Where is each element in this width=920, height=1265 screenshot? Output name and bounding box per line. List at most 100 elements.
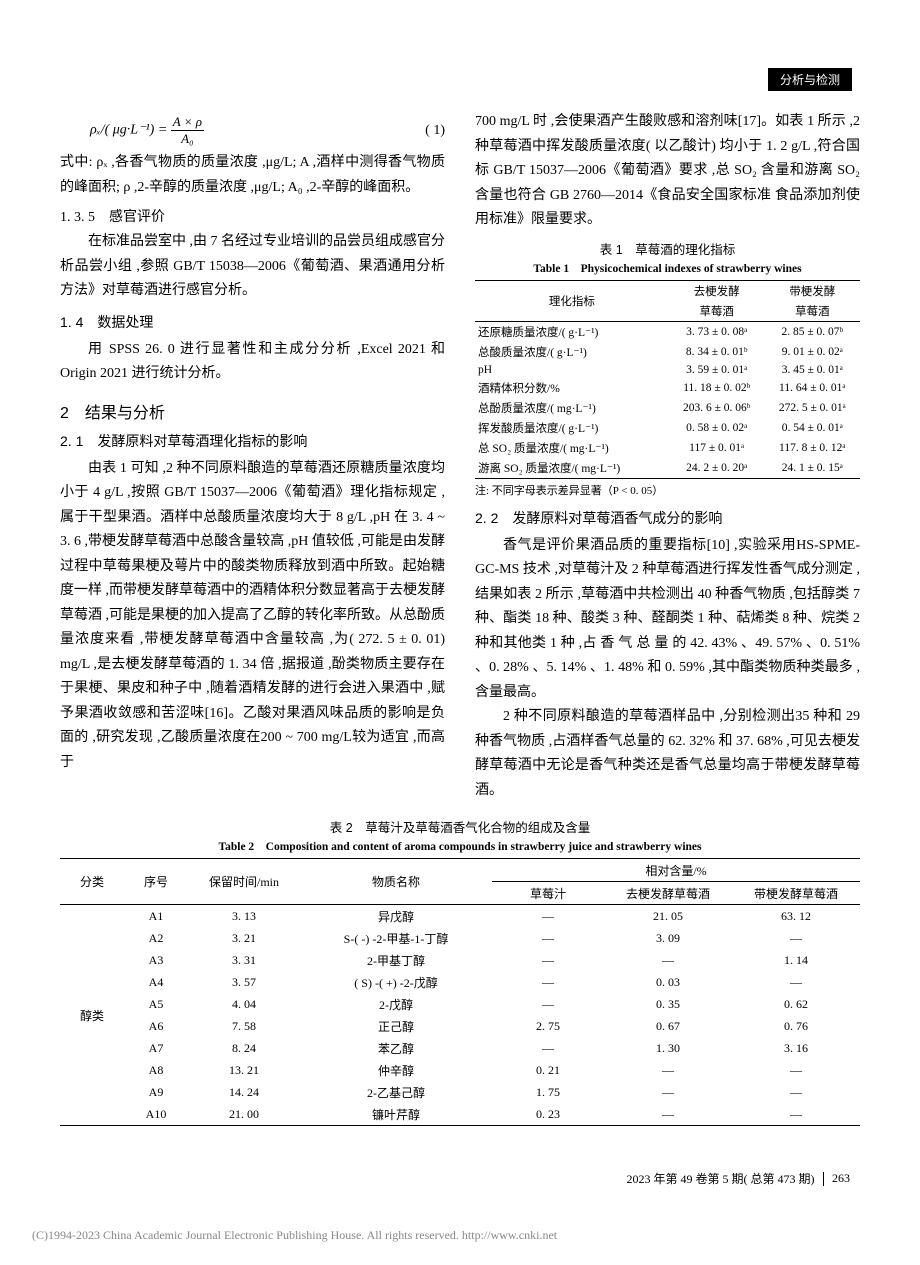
body-1-4: 用 SPSS 26. 0 进行显著性和主成分分析 ,Excel 2021 和 O… bbox=[60, 338, 445, 387]
table-row: 总酸质量浓度/( g·L⁻¹)8. 34 ± 0. 01ᵇ9. 01 ± 0. … bbox=[475, 342, 860, 362]
t2-rt: 13. 21 bbox=[188, 1059, 300, 1081]
table-row: A33. 312-甲基丁醇——1. 14 bbox=[60, 949, 860, 971]
t2-idx: A10 bbox=[124, 1103, 188, 1126]
t1-val-a: 8. 34 ± 0. 01ᵇ bbox=[669, 342, 765, 362]
heading-2: 2 结果与分析 bbox=[60, 399, 445, 423]
table-row: 游离 SO₂ 质量浓度/( mg·L⁻¹)24. 2 ± 0. 20ᵃ24. 1… bbox=[475, 458, 860, 479]
t2-v1: — bbox=[492, 971, 604, 993]
right-column: 700 mg/L 时 ,会使果酒产生酸败感和溶剂味[17]。如表 1 所示 ,2… bbox=[475, 55, 860, 803]
t2-rt: 7. 58 bbox=[188, 1015, 300, 1037]
body-right-top: 700 mg/L 时 ,会使果酒产生酸败感和溶剂味[17]。如表 1 所示 ,2… bbox=[475, 110, 860, 233]
t2-v2: — bbox=[604, 1103, 732, 1126]
body-2-1: 由表 1 可知 ,2 种不同原料酿造的草莓酒还原糖质量浓度均小于 4 g/L ,… bbox=[60, 457, 445, 776]
t1-h1: 理化指标 bbox=[475, 280, 669, 321]
t2-idx: A9 bbox=[124, 1081, 188, 1103]
t2-v1: 1. 75 bbox=[492, 1081, 604, 1103]
t2-rt: 21. 00 bbox=[188, 1103, 300, 1126]
t2-idx: A6 bbox=[124, 1015, 188, 1037]
heading-1-4: 1. 4 数据处理 bbox=[60, 312, 445, 332]
t1-label: 酒精体积分数/% bbox=[475, 378, 669, 398]
t2-v1: — bbox=[492, 949, 604, 971]
t2-rt: 14. 24 bbox=[188, 1081, 300, 1103]
equation-1: ρₓ/( μg·L⁻¹) = A × ρ A₀ ( 1) bbox=[90, 114, 445, 147]
t1-label: 总酸质量浓度/( g·L⁻¹) bbox=[475, 342, 669, 362]
t2-v1: — bbox=[492, 905, 604, 928]
t1-h2b: 草莓酒 bbox=[669, 301, 765, 322]
t2-v3: 0. 62 bbox=[732, 993, 860, 1015]
t1-label: 总酚质量浓度/( mg·L⁻¹) bbox=[475, 398, 669, 418]
table-row: 挥发酸质量浓度/( g·L⁻¹)0. 58 ± 0. 02ᵃ0. 54 ± 0.… bbox=[475, 418, 860, 438]
t2-name: 2-甲基丁醇 bbox=[300, 949, 492, 971]
table1-title-en: Table 1 Physicochemical indexes of straw… bbox=[475, 260, 860, 276]
table-row: 酒精体积分数/%11. 18 ± 0. 02ᵇ11. 64 ± 0. 01ᵃ bbox=[475, 378, 860, 398]
t2-v3: 63. 12 bbox=[732, 905, 860, 928]
table-row: A23. 21S-( -) -2-甲基-1-丁醇—3. 09— bbox=[60, 927, 860, 949]
formula-denominator: A₀ bbox=[179, 131, 195, 147]
heading-1-3-5: 1. 3. 5 感官评价 bbox=[60, 206, 445, 226]
t2-idx: A2 bbox=[124, 927, 188, 949]
footer-page-num: 263 bbox=[832, 1171, 850, 1186]
t2-v3: — bbox=[732, 1059, 860, 1081]
category-badge: 分析与检测 bbox=[768, 68, 852, 91]
t2-category: 醇类 bbox=[60, 905, 124, 1126]
t1-val-b: 3. 45 ± 0. 01ᵃ bbox=[765, 362, 860, 378]
table2-title-en: Table 2 Composition and content of aroma… bbox=[60, 838, 860, 854]
t2-idx: A8 bbox=[124, 1059, 188, 1081]
t2-name: 仲辛醇 bbox=[300, 1059, 492, 1081]
t2-idx: A5 bbox=[124, 993, 188, 1015]
t2-name: ( S) -( +) -2-戊醇 bbox=[300, 971, 492, 993]
table-row: A1021. 00镰叶芹醇0. 23—— bbox=[60, 1103, 860, 1126]
formula-numerator: A × ρ bbox=[171, 114, 204, 131]
t2-v2: 0. 03 bbox=[604, 971, 732, 993]
t2-rt: 8. 24 bbox=[188, 1037, 300, 1059]
t2-v2: 0. 35 bbox=[604, 993, 732, 1015]
t2-h-idx: 序号 bbox=[124, 859, 188, 905]
t2-idx: A3 bbox=[124, 949, 188, 971]
t2-v3: 3. 16 bbox=[732, 1037, 860, 1059]
t1-val-a: 117 ± 0. 01ᵃ bbox=[669, 438, 765, 458]
t2-rt: 3. 57 bbox=[188, 971, 300, 993]
formula-lhs: ρₓ/( μg·L⁻¹) bbox=[90, 123, 154, 138]
t1-h3a: 带梗发酵 bbox=[765, 280, 860, 301]
t2-v2: 3. 09 bbox=[604, 927, 732, 949]
t1-val-b: 117. 8 ± 0. 12ᵃ bbox=[765, 438, 860, 458]
copyright-notice: (C)1994-2023 China Academic Journal Elec… bbox=[32, 1228, 557, 1243]
table-row: 总 SO₂ 质量浓度/( mg·L⁻¹)117 ± 0. 01ᵃ117. 8 ±… bbox=[475, 438, 860, 458]
footer-divider bbox=[823, 1172, 825, 1186]
body-2-2-p2: 2 种不同原料酿造的草莓酒样品中 ,分别检测出35 种和 29 种香气物质 ,占… bbox=[475, 705, 860, 803]
t2-v1: — bbox=[492, 927, 604, 949]
table2-title-cn: 表 2 草莓汁及草莓酒香气化合物的组成及含量 bbox=[60, 817, 860, 836]
t1-val-a: 24. 2 ± 0. 20ᵃ bbox=[669, 458, 765, 479]
t1-val-b: 9. 01 ± 0. 02ᵃ bbox=[765, 342, 860, 362]
t2-name: 异戊醇 bbox=[300, 905, 492, 928]
t1-val-b: 272. 5 ± 0. 01ᵃ bbox=[765, 398, 860, 418]
table-1: 理化指标 去梗发酵 带梗发酵 草莓酒 草莓酒 还原糖质量浓度/( g·L⁻¹)3… bbox=[475, 280, 860, 479]
table-row: 还原糖质量浓度/( g·L⁻¹)3. 73 ± 0. 08ᵃ2. 85 ± 0.… bbox=[475, 321, 860, 342]
t1-val-b: 0. 54 ± 0. 01ᵃ bbox=[765, 418, 860, 438]
t1-val-a: 3. 59 ± 0. 01ᵃ bbox=[669, 362, 765, 378]
table1-title-cn: 表 1 草莓酒的理化指标 bbox=[475, 239, 860, 258]
t1-label: 游离 SO₂ 质量浓度/( mg·L⁻¹) bbox=[475, 458, 669, 479]
formula-explanation: 式中: ρₓ ,各香气物质的质量浓度 ,μg/L; A ,酒样中测得香气物质的峰… bbox=[60, 151, 445, 200]
t2-rt: 4. 04 bbox=[188, 993, 300, 1015]
t1-label: 挥发酸质量浓度/( g·L⁻¹) bbox=[475, 418, 669, 438]
body-1-3-5: 在标准品尝室中 ,由 7 名经过专业培训的品尝员组成感官分析品尝小组 ,参照 G… bbox=[60, 230, 445, 304]
t2-v1: — bbox=[492, 1037, 604, 1059]
t2-v1: 0. 23 bbox=[492, 1103, 604, 1126]
left-column: ρₓ/( μg·L⁻¹) = A × ρ A₀ ( 1) 式中: ρₓ ,各香气… bbox=[60, 55, 445, 803]
t2-v2: — bbox=[604, 949, 732, 971]
t2-idx: A4 bbox=[124, 971, 188, 993]
page-columns: ρₓ/( μg·L⁻¹) = A × ρ A₀ ( 1) 式中: ρₓ ,各香气… bbox=[60, 55, 860, 803]
t2-name: 正己醇 bbox=[300, 1015, 492, 1037]
t2-rt: 3. 31 bbox=[188, 949, 300, 971]
heading-2-1: 2. 1 发酵原料对草莓酒理化指标的影响 bbox=[60, 431, 445, 451]
t1-label: 还原糖质量浓度/( g·L⁻¹) bbox=[475, 321, 669, 342]
table-row: A78. 24苯乙醇—1. 303. 16 bbox=[60, 1037, 860, 1059]
t2-name: 苯乙醇 bbox=[300, 1037, 492, 1059]
table-row: 醇类A13. 13异戊醇—21. 0563. 12 bbox=[60, 905, 860, 928]
table-row: pH3. 59 ± 0. 01ᵃ3. 45 ± 0. 01ᵃ bbox=[475, 362, 860, 378]
t2-rt: 3. 21 bbox=[188, 927, 300, 949]
t2-v1: — bbox=[492, 993, 604, 1015]
t2-v2: — bbox=[604, 1059, 732, 1081]
t2-h-r2: 去梗发酵草莓酒 bbox=[604, 882, 732, 905]
